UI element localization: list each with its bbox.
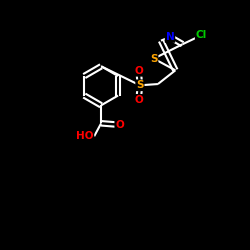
Text: O: O — [134, 66, 143, 76]
Text: HO: HO — [76, 131, 94, 141]
Text: Cl: Cl — [196, 30, 207, 40]
Text: S: S — [136, 80, 144, 90]
Text: O: O — [115, 120, 124, 130]
Text: S: S — [150, 54, 158, 64]
Text: O: O — [134, 95, 143, 105]
Text: N: N — [166, 32, 174, 42]
